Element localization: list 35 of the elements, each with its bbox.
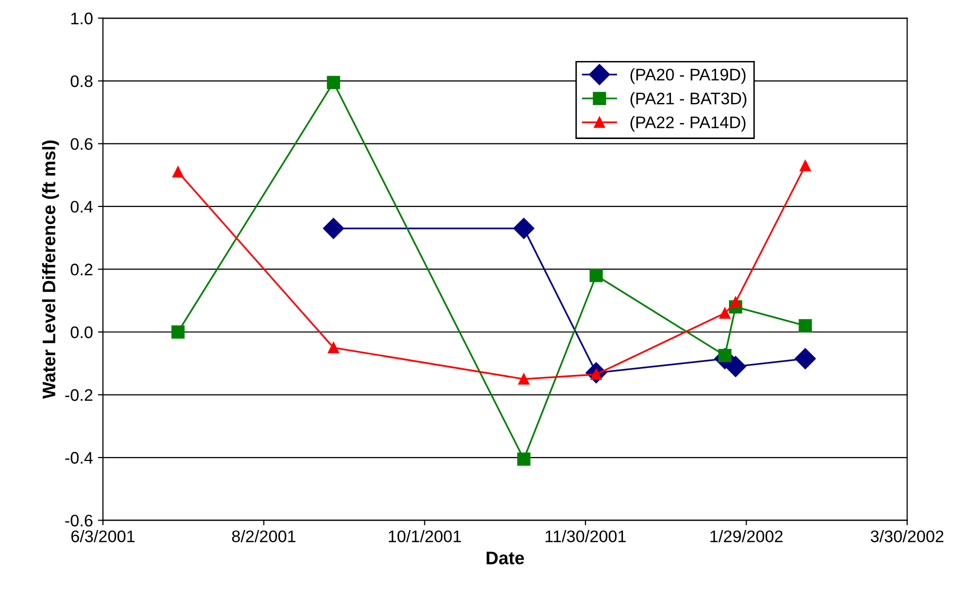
x-tick-label: 1/29/2002 <box>710 530 783 542</box>
point <box>328 342 340 354</box>
y-tick-label: -0.2 <box>65 389 92 401</box>
point <box>798 319 812 332</box>
point <box>171 325 185 339</box>
point <box>800 160 811 172</box>
point <box>518 374 530 385</box>
y-tick-label: -0.4 <box>65 452 93 464</box>
y-tick-label: 0.6 <box>70 138 92 150</box>
point <box>719 308 730 319</box>
x-axis-title: Date <box>486 552 524 564</box>
y-tick-label: -0.6 <box>65 514 92 527</box>
y-tick-label: 1.0 <box>71 12 93 24</box>
y-tick-label: 0.8 <box>70 75 92 88</box>
y-tick-label: 0.0 <box>70 326 93 338</box>
point <box>517 452 530 466</box>
point <box>794 348 816 370</box>
point <box>590 268 603 282</box>
y-axis-title: Water Level Difference (ft msl) <box>42 140 59 399</box>
point <box>513 218 534 239</box>
x-tick-label: 6/3/2001 <box>71 530 135 542</box>
y-tick-label: 0.4 <box>70 200 93 213</box>
x-tick-label: 8/2/2001 <box>232 530 296 542</box>
y-tick-label: 0.2 <box>70 264 92 276</box>
x-tick-label: 11/30/2001 <box>546 530 626 542</box>
x-tick-label: 3/30/2002 <box>870 530 944 542</box>
point <box>172 166 184 178</box>
x-tick-label: 10/1/2001 <box>388 530 461 542</box>
legend-label: (PA20 - PA19D) <box>630 68 746 84</box>
legend-label: (PA22 - PA14D) <box>630 116 746 132</box>
point <box>730 296 742 308</box>
point <box>322 218 344 239</box>
point <box>326 76 340 90</box>
point <box>725 356 746 378</box>
legend-label: (PA21 - BAT3D) <box>630 92 746 108</box>
